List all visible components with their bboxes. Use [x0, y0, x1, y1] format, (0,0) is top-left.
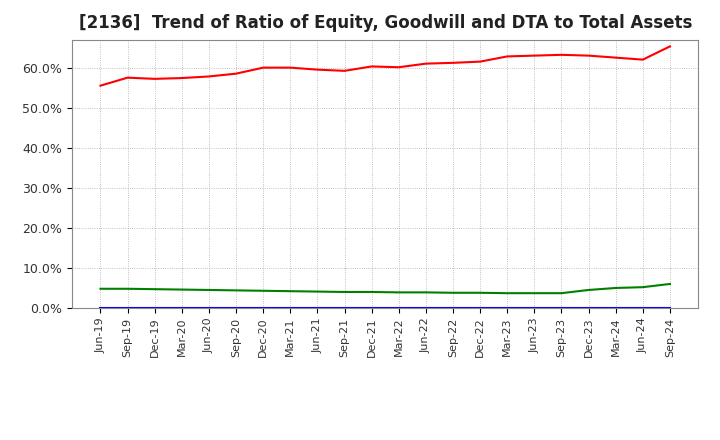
- Goodwill: [584, 305, 593, 311]
- Goodwill: [150, 305, 159, 311]
- Equity: [286, 65, 294, 70]
- Deferred Tax Assets: [639, 285, 647, 290]
- Equity: [639, 57, 647, 62]
- Equity: [150, 76, 159, 81]
- Deferred Tax Assets: [150, 286, 159, 292]
- Deferred Tax Assets: [557, 290, 566, 296]
- Goodwill: [313, 305, 322, 311]
- Deferred Tax Assets: [259, 288, 268, 293]
- Equity: [557, 52, 566, 58]
- Deferred Tax Assets: [503, 290, 511, 296]
- Goodwill: [232, 305, 240, 311]
- Goodwill: [611, 305, 620, 311]
- Goodwill: [421, 305, 430, 311]
- Deferred Tax Assets: [286, 289, 294, 294]
- Equity: [421, 61, 430, 66]
- Deferred Tax Assets: [313, 289, 322, 294]
- Deferred Tax Assets: [476, 290, 485, 295]
- Equity: [611, 55, 620, 60]
- Deferred Tax Assets: [395, 290, 403, 295]
- Goodwill: [96, 305, 105, 311]
- Deferred Tax Assets: [178, 287, 186, 292]
- Title: [2136]  Trend of Ratio of Equity, Goodwill and DTA to Total Assets: [2136] Trend of Ratio of Equity, Goodwil…: [78, 15, 692, 33]
- Deferred Tax Assets: [232, 288, 240, 293]
- Equity: [584, 53, 593, 58]
- Deferred Tax Assets: [341, 290, 349, 295]
- Equity: [204, 74, 213, 79]
- Deferred Tax Assets: [449, 290, 457, 295]
- Equity: [530, 53, 539, 58]
- Line: Equity: Equity: [101, 46, 670, 86]
- Goodwill: [123, 305, 132, 311]
- Goodwill: [503, 305, 511, 311]
- Deferred Tax Assets: [421, 290, 430, 295]
- Equity: [449, 60, 457, 66]
- Goodwill: [341, 305, 349, 311]
- Goodwill: [204, 305, 213, 311]
- Equity: [313, 67, 322, 72]
- Goodwill: [665, 305, 674, 311]
- Line: Deferred Tax Assets: Deferred Tax Assets: [101, 284, 670, 293]
- Goodwill: [367, 305, 376, 311]
- Equity: [96, 83, 105, 88]
- Equity: [259, 65, 268, 70]
- Deferred Tax Assets: [665, 281, 674, 286]
- Deferred Tax Assets: [584, 287, 593, 293]
- Goodwill: [530, 305, 539, 311]
- Equity: [367, 64, 376, 69]
- Deferred Tax Assets: [204, 287, 213, 293]
- Goodwill: [449, 305, 457, 311]
- Equity: [341, 68, 349, 73]
- Goodwill: [286, 305, 294, 311]
- Equity: [232, 71, 240, 76]
- Goodwill: [178, 305, 186, 311]
- Deferred Tax Assets: [530, 290, 539, 296]
- Equity: [123, 75, 132, 80]
- Goodwill: [259, 305, 268, 311]
- Goodwill: [476, 305, 485, 311]
- Equity: [476, 59, 485, 64]
- Goodwill: [639, 305, 647, 311]
- Deferred Tax Assets: [611, 285, 620, 290]
- Deferred Tax Assets: [367, 290, 376, 295]
- Equity: [503, 54, 511, 59]
- Equity: [178, 75, 186, 81]
- Deferred Tax Assets: [96, 286, 105, 291]
- Goodwill: [395, 305, 403, 311]
- Deferred Tax Assets: [123, 286, 132, 291]
- Equity: [665, 44, 674, 49]
- Equity: [395, 65, 403, 70]
- Goodwill: [557, 305, 566, 311]
